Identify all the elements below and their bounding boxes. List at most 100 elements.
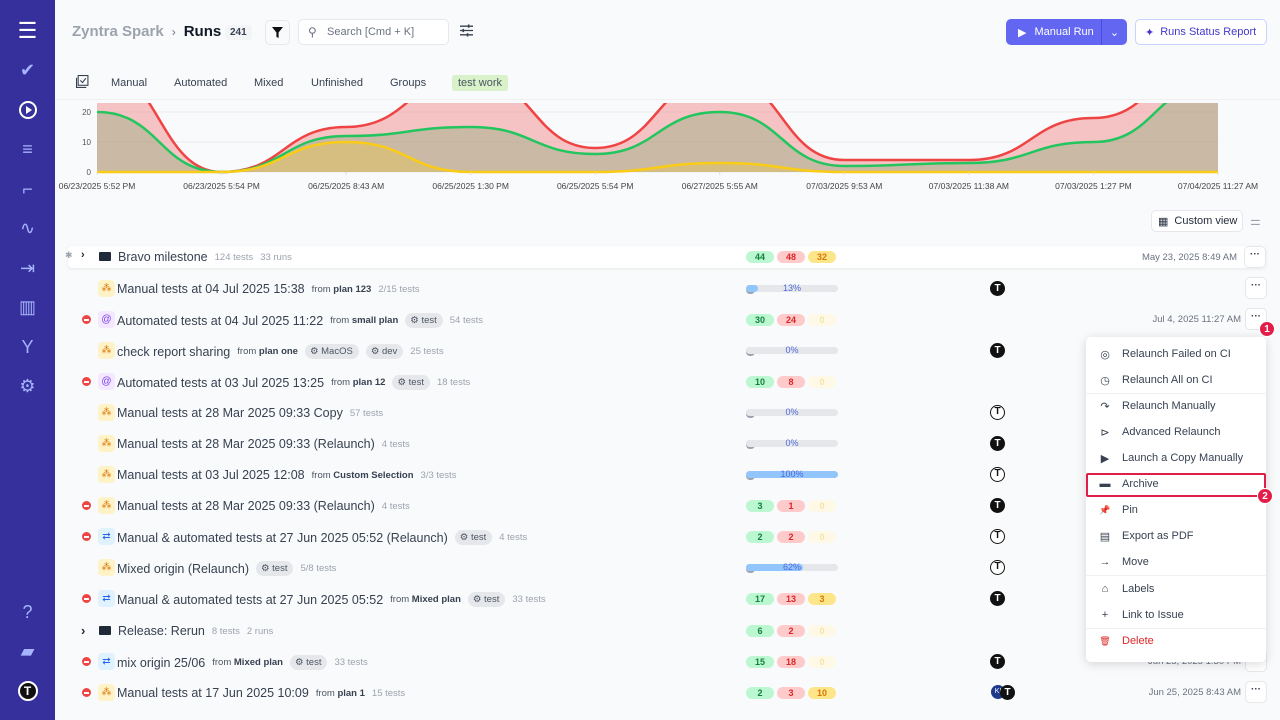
- gear-icon[interactable]: ⚙: [19, 376, 36, 396]
- chevron-right-icon[interactable]: ›: [81, 623, 86, 638]
- plan-name[interactable]: Mixed plan: [411, 594, 461, 605]
- tab-automated[interactable]: Automated: [174, 77, 228, 89]
- from-label: from: [212, 657, 232, 668]
- menu-item-move[interactable]: → Move: [1086, 550, 1266, 574]
- settings-sliders-icon[interactable]: [460, 24, 473, 42]
- plan-name[interactable]: plan 123: [333, 283, 372, 295]
- plan-name[interactable]: Custom Selection: [333, 469, 414, 481]
- x-tick-label: 06/25/2025 1:30 PM: [432, 181, 509, 191]
- folder-icon[interactable]: ▰: [20, 641, 35, 661]
- play-circle-icon: ⊳: [1100, 426, 1110, 439]
- more-options-button[interactable]: ···: [1244, 246, 1266, 268]
- plan-name[interactable]: small plan: [351, 315, 399, 326]
- list-check-icon[interactable]: ≡: [22, 139, 33, 159]
- menu-item-launch-a-copy-manually[interactable]: ▶ Launch a Copy Manually: [1086, 446, 1266, 470]
- group-name: Release: Rerun: [118, 624, 205, 638]
- group-row-bravo-milestone[interactable]: ✱ › Bravo milestone 124 tests 33 runs 44 48…: [65, 246, 1266, 268]
- tab-unfinished[interactable]: Unfinished: [311, 77, 363, 89]
- chevron-right-icon[interactable]: ›: [81, 249, 85, 261]
- folder-icon: [99, 252, 111, 261]
- menu-item-relaunch-manually[interactable]: ↷ Relaunch Manually: [1086, 394, 1266, 418]
- menu-item-link-to-issue[interactable]: + Link to Issue: [1086, 603, 1266, 627]
- manual-run-button[interactable]: ▶ Manual Run ⌄: [1006, 19, 1127, 45]
- breadcrumb-project[interactable]: Zyntra Spark: [72, 23, 164, 40]
- filter-button[interactable]: [265, 20, 290, 45]
- menu-item-archive[interactable]: ▬ Archive: [1086, 472, 1266, 496]
- run-title: Manual tests at 28 Mar 2025 09:33 (Relau…: [117, 499, 410, 513]
- run-name[interactable]: Manual tests at 04 Jul 2025 15:38: [117, 282, 305, 296]
- run-name[interactable]: Manual tests at 17 Jun 2025 10:09: [117, 686, 309, 700]
- view-settings-icon[interactable]: ⚌: [1250, 214, 1261, 228]
- run-row[interactable]: ⇄ Manual & automated tests at 27 Jun 2025…: [60, 523, 1270, 551]
- help-icon[interactable]: ?: [22, 601, 33, 622]
- run-name[interactable]: Manual & automated tests at 27 Jun 2025 …: [117, 592, 384, 607]
- tab-groups[interactable]: Groups: [390, 77, 427, 89]
- run-row[interactable]: @ Automated tests at 03 Jul 2025 13:25 fro…: [60, 368, 1270, 396]
- avatar[interactable]: T: [0, 676, 55, 706]
- check-icon[interactable]: ✔: [19, 60, 36, 80]
- run-row[interactable]: ⁂ Manual tests at 28 Mar 2025 09:33 Copy 5…: [60, 399, 1270, 427]
- x-tick-label: 07/03/2025 11:38 AM: [929, 181, 1009, 191]
- assignee-avatar: T: [990, 654, 1005, 669]
- run-row[interactable]: ⁂ check report sharing from plan one ⚙ MacO…: [60, 337, 1270, 365]
- pulse-icon[interactable]: ∿: [19, 218, 36, 238]
- run-title: Manual tests at 28 Mar 2025 09:33 (Relau…: [117, 437, 410, 451]
- run-row[interactable]: ⇄ Manual & automated tests at 27 Jun 2025…: [60, 585, 1270, 613]
- run-row[interactable]: ⁂ Manual tests at 04 Jul 2025 15:38 from p…: [60, 275, 1270, 303]
- run-name[interactable]: Manual & automated tests at 27 Jun 2025 …: [117, 530, 448, 545]
- tab-mixed[interactable]: Mixed: [254, 77, 284, 89]
- manual-run-icon: ⁂: [98, 684, 115, 701]
- chevron-down-icon[interactable]: ⌄: [1109, 26, 1120, 39]
- plan-name[interactable]: plan 12: [352, 377, 386, 388]
- plan-name[interactable]: plan 1: [337, 687, 365, 699]
- run-name[interactable]: mix origin 25/06: [117, 655, 206, 670]
- run-name[interactable]: Mixed origin (Relaunch): [117, 561, 250, 576]
- chart-bar-icon[interactable]: ▥: [18, 297, 36, 317]
- group-date: May 23, 2025 8:49 AM: [1141, 252, 1237, 263]
- run-row[interactable]: ⁂ Manual tests at 17 Jun 2025 10:09 from p…: [60, 679, 1270, 707]
- menu-item-export-as-pdf[interactable]: ▤ Export as PDF: [1086, 524, 1266, 548]
- plan-name[interactable]: Mixed plan: [233, 657, 283, 668]
- run-row[interactable]: ⁂ Mixed origin (Relaunch) ⚙ test 5/8 tests 6…: [60, 554, 1270, 582]
- run-row[interactable]: ⇄ mix origin 25/06 from Mixed plan ⚙ test 33…: [60, 648, 1270, 676]
- run-row[interactable]: ⁂ Manual tests at 28 Mar 2025 09:33 (Rela…: [60, 492, 1270, 520]
- menu-item-advanced-relaunch[interactable]: ⊳ Advanced Relaunch: [1086, 420, 1266, 444]
- run-name[interactable]: Manual tests at 28 Mar 2025 09:33 (Relau…: [117, 437, 375, 451]
- run-name[interactable]: check report sharing: [117, 344, 231, 359]
- menu-icon[interactable]: ☰: [17, 18, 38, 43]
- menu-item-relaunch-failed-on-ci[interactable]: ◎ Relaunch Failed on CI: [1086, 342, 1266, 366]
- menu-item-pin[interactable]: 📌 Pin: [1086, 498, 1266, 522]
- import-icon[interactable]: ⇥: [19, 257, 36, 278]
- run-row[interactable]: ⁂ Manual tests at 03 Jul 2025 12:08 from C…: [60, 461, 1270, 489]
- run-title: Manual & automated tests at 27 Jun 2025 …: [117, 530, 527, 545]
- menu-item-relaunch-all-on-ci[interactable]: ◷ Relaunch All on CI: [1086, 368, 1266, 392]
- mixed-run-icon: ⇄: [98, 528, 115, 545]
- search-icon: ⚲: [308, 25, 317, 39]
- more-options-button[interactable]: ···: [1245, 681, 1267, 703]
- tab-manual[interactable]: Manual: [111, 77, 148, 89]
- plan-name[interactable]: plan one: [258, 346, 298, 357]
- search-input[interactable]: ⚲ Search [Cmd + K]: [298, 19, 449, 45]
- steps-icon[interactable]: ⌐: [22, 178, 33, 199]
- tab-test-work[interactable]: test work: [452, 75, 509, 91]
- gear-icon: ⚙: [370, 346, 382, 357]
- custom-view-button[interactable]: ▦ Custom view: [1151, 210, 1243, 232]
- more-options-button[interactable]: ···: [1245, 277, 1267, 299]
- run-row[interactable]: ⁂ Manual tests at 28 Mar 2025 09:33 (Rela…: [60, 430, 1270, 458]
- runs-status-report-button[interactable]: ✦ Runs Status Report: [1135, 19, 1267, 45]
- run-name[interactable]: Manual tests at 03 Jul 2025 12:08: [117, 468, 305, 482]
- run-name[interactable]: Manual tests at 28 Mar 2025 09:33 Copy: [117, 406, 343, 420]
- menu-item-delete[interactable]: 🗑 Delete: [1086, 629, 1266, 653]
- branch-icon[interactable]: Y: [21, 336, 34, 357]
- from-label: from: [390, 594, 410, 605]
- run-row[interactable]: @ Automated tests at 04 Jul 2025 11:22 fro…: [60, 306, 1270, 334]
- run-name[interactable]: Automated tests at 03 Jul 2025 13:25: [117, 375, 325, 390]
- menu-item-labels[interactable]: ⌂ Labels: [1086, 577, 1266, 601]
- skipped-count: 0: [808, 314, 836, 326]
- run-name[interactable]: Automated tests at 04 Jul 2025 11:22: [117, 313, 324, 328]
- x-tick-label: 07/03/2025 1:27 PM: [1055, 181, 1132, 191]
- run-name[interactable]: Manual tests at 28 Mar 2025 09:33 (Relau…: [117, 499, 375, 513]
- play-circle-icon[interactable]: [0, 95, 55, 125]
- multi-select-icon[interactable]: [76, 75, 89, 91]
